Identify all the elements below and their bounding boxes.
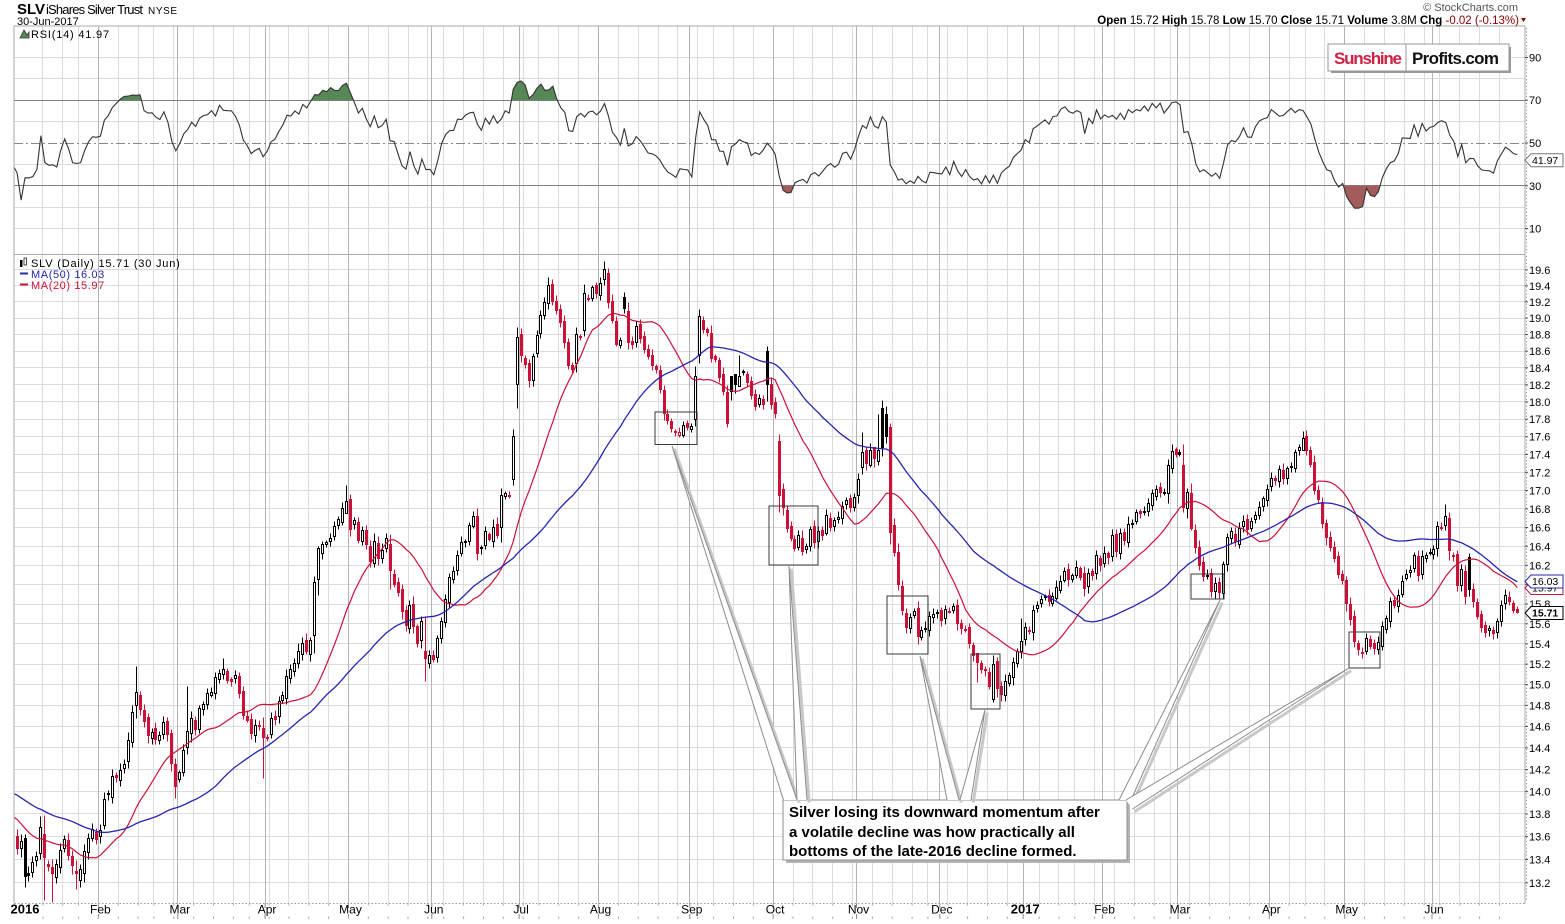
svg-text:30: 30 — [1529, 181, 1541, 193]
svg-text:Sunshine: Sunshine — [1334, 49, 1402, 68]
svg-text:19.0: 19.0 — [1529, 313, 1550, 325]
svg-text:90: 90 — [1529, 53, 1541, 65]
svg-text:13.4: 13.4 — [1529, 855, 1550, 867]
svg-text:15.2: 15.2 — [1529, 659, 1550, 671]
svg-text:14.8: 14.8 — [1529, 700, 1550, 712]
svg-text:Jun: Jun — [1424, 903, 1443, 917]
svg-text:13.2: 13.2 — [1529, 878, 1550, 890]
svg-text:Mar: Mar — [1170, 903, 1191, 917]
svg-text:MA(50) 16.03: MA(50) 16.03 — [31, 269, 105, 281]
svg-text:2016: 2016 — [11, 902, 40, 917]
svg-text:15.4: 15.4 — [1529, 639, 1550, 651]
svg-text:16.03: 16.03 — [1532, 576, 1558, 588]
svg-text:16.8: 16.8 — [1529, 504, 1550, 516]
svg-text:Apr: Apr — [1262, 903, 1281, 917]
svg-text:16.2: 16.2 — [1529, 560, 1550, 572]
svg-text:18.6: 18.6 — [1529, 346, 1550, 358]
svg-text:16.4: 16.4 — [1529, 541, 1550, 553]
svg-text:17.4: 17.4 — [1529, 450, 1550, 462]
svg-text:iShares Silver Trust: iShares Silver Trust — [46, 2, 143, 17]
svg-text:18.2: 18.2 — [1529, 380, 1550, 392]
svg-text:30-Jun-2017: 30-Jun-2017 — [17, 16, 79, 28]
svg-text:19.4: 19.4 — [1529, 281, 1550, 293]
svg-text:15.0: 15.0 — [1529, 680, 1550, 692]
svg-text:13.6: 13.6 — [1529, 832, 1550, 844]
svg-text:15.71: 15.71 — [1532, 608, 1558, 620]
svg-text:18.8: 18.8 — [1529, 330, 1550, 342]
svg-text:Apr: Apr — [258, 903, 277, 917]
svg-text:Feb: Feb — [90, 903, 111, 917]
svg-text:Sep: Sep — [681, 903, 703, 917]
svg-text:Oct: Oct — [766, 903, 785, 917]
svg-text:Feb: Feb — [1094, 903, 1115, 917]
svg-text:15.6: 15.6 — [1529, 619, 1550, 631]
svg-text:18.0: 18.0 — [1529, 397, 1550, 409]
svg-text:Dec: Dec — [931, 903, 952, 917]
svg-text:Silver losing its downward mom: Silver losing its downward momentum afte… — [789, 804, 1100, 821]
svg-text:17.2: 17.2 — [1529, 467, 1550, 479]
svg-text:Nov: Nov — [848, 903, 869, 917]
svg-text:Jul: Jul — [513, 903, 528, 917]
svg-text:19.2: 19.2 — [1529, 297, 1550, 309]
svg-text:Jun: Jun — [424, 903, 443, 917]
svg-text:Open 15.72 High 15.78 Low 15.7: Open 15.72 High 15.78 Low 15.70 Close 15… — [1097, 15, 1519, 27]
svg-text:10: 10 — [1529, 224, 1541, 236]
svg-text:2017: 2017 — [1011, 902, 1040, 917]
svg-text:14.6: 14.6 — [1529, 722, 1550, 734]
svg-text:bottoms of the late-2016 decli: bottoms of the late-2016 decline formed. — [789, 843, 1077, 860]
svg-text:Profits.com: Profits.com — [1412, 49, 1499, 68]
svg-text:SLV: SLV — [17, 1, 45, 18]
svg-text:19.6: 19.6 — [1529, 265, 1550, 277]
svg-text:RSI(14) 41.97: RSI(14) 41.97 — [31, 29, 110, 41]
svg-text:70: 70 — [1529, 95, 1541, 107]
svg-text:50: 50 — [1529, 138, 1541, 150]
svg-text:41.97: 41.97 — [1532, 155, 1558, 167]
svg-text:NYSE: NYSE — [148, 6, 178, 17]
svg-text:Aug: Aug — [590, 903, 611, 917]
svg-text:May: May — [1335, 903, 1358, 917]
svg-text:14.4: 14.4 — [1529, 743, 1550, 755]
svg-text:MA(20) 15.97: MA(20) 15.97 — [31, 280, 105, 292]
svg-text:17.6: 17.6 — [1529, 432, 1550, 444]
svg-text:a volatile decline was how pra: a volatile decline was how practically a… — [789, 824, 1075, 841]
svg-text:SLV (Daily) 15.71 (30 Jun): SLV (Daily) 15.71 (30 Jun) — [31, 258, 181, 270]
svg-text:May: May — [339, 903, 362, 917]
svg-text:17.0: 17.0 — [1529, 486, 1550, 498]
svg-text:© StockCharts.com: © StockCharts.com — [1423, 2, 1518, 14]
svg-text:13.8: 13.8 — [1529, 809, 1550, 821]
svg-text:16.6: 16.6 — [1529, 523, 1550, 535]
svg-text:18.4: 18.4 — [1529, 363, 1550, 375]
svg-text:Mar: Mar — [169, 903, 190, 917]
svg-text:17.8: 17.8 — [1529, 414, 1550, 426]
svg-text:14.0: 14.0 — [1529, 787, 1550, 799]
svg-text:14.2: 14.2 — [1529, 765, 1550, 777]
